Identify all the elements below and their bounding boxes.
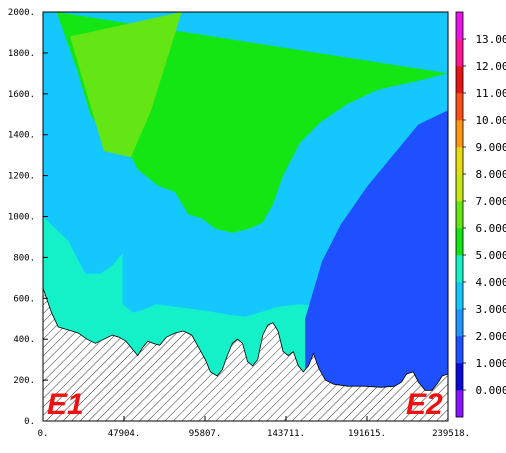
colorbar-tick-label: 2.000 [475,330,506,343]
colorbar-tick-label: 13.00 [475,33,506,46]
contour-band [305,110,448,421]
y-tick-label: 1000. [8,213,35,223]
colorbar-segment [456,363,463,391]
colorbar-tick-label: 6.000 [475,222,506,235]
colorbar-segment [456,390,463,418]
colorbar-tick-label: 1.000 [475,357,506,370]
colorbar-tick-label: 11.00 [475,87,506,100]
x-tick-label: 239518. [432,429,470,439]
colorbar-segment [456,147,463,175]
colorbar-frame [455,11,464,418]
colorbar-segment [456,255,463,283]
colorbar-segment [456,93,463,121]
contour-band [70,12,182,158]
terrain-hatch [42,287,449,422]
colorbar: 0.000 1.000 2.000 3.000 4.000 5.000 6.000 7.000… [455,11,506,418]
y-tick-label: 800. [13,253,35,263]
y-tick-label: 2000. [8,8,35,18]
corner-label-e2: E2 [406,388,443,421]
y-tick-label: 1400. [8,131,35,141]
colorbar-tick-label: 8.000 [475,168,506,181]
colorbar-tick-label: 10.00 [475,114,506,127]
colorbar-tick-label: 12.00 [475,60,506,73]
colorbar-tick-label: 9.000 [475,141,506,154]
colorbar-tick-label: 4.000 [475,276,506,289]
y-tick-label: 1600. [8,90,35,100]
colorbar-tick-label: 3.000 [475,303,506,316]
y-tick-label: 200. [13,376,35,386]
x-tick-label: 143711. [267,429,305,439]
x-axis: 0. 47904. 95807. 143711. 191615. 239518. [38,416,470,439]
y-axis: 0. 200. 400. 600. 800. 1000. 1200. 1400. 1600. 18… [8,8,48,427]
y-tick-label: 1800. [8,49,35,59]
colorbar-segment [456,12,463,40]
corner-label-e1: E1 [47,388,84,421]
x-tick-label: 47904. [108,429,141,439]
colorbar-segment [456,201,463,229]
x-tick-label: 95807. [189,429,222,439]
colorbar-segment [456,228,463,256]
y-tick-label: 1200. [8,172,35,182]
y-tick-label: 400. [13,335,35,345]
y-tick-label: 600. [13,294,35,304]
colorbar-tick-label: 7.000 [475,195,506,208]
colorbar-segment [456,66,463,94]
colorbar-segment [456,309,463,337]
colorbar-segment [456,39,463,67]
colorbar-tick-label: 0.000 [475,384,506,397]
colorbar-tick-label: 5.000 [475,249,506,262]
colorbar-segment [456,120,463,148]
colorbar-segment [456,282,463,310]
y-tick-label: 0. [24,417,35,427]
colorbar-segment [456,174,463,202]
x-tick-label: 0. [38,429,49,439]
x-tick-label: 191615. [348,429,386,439]
colorbar-segment [456,336,463,364]
